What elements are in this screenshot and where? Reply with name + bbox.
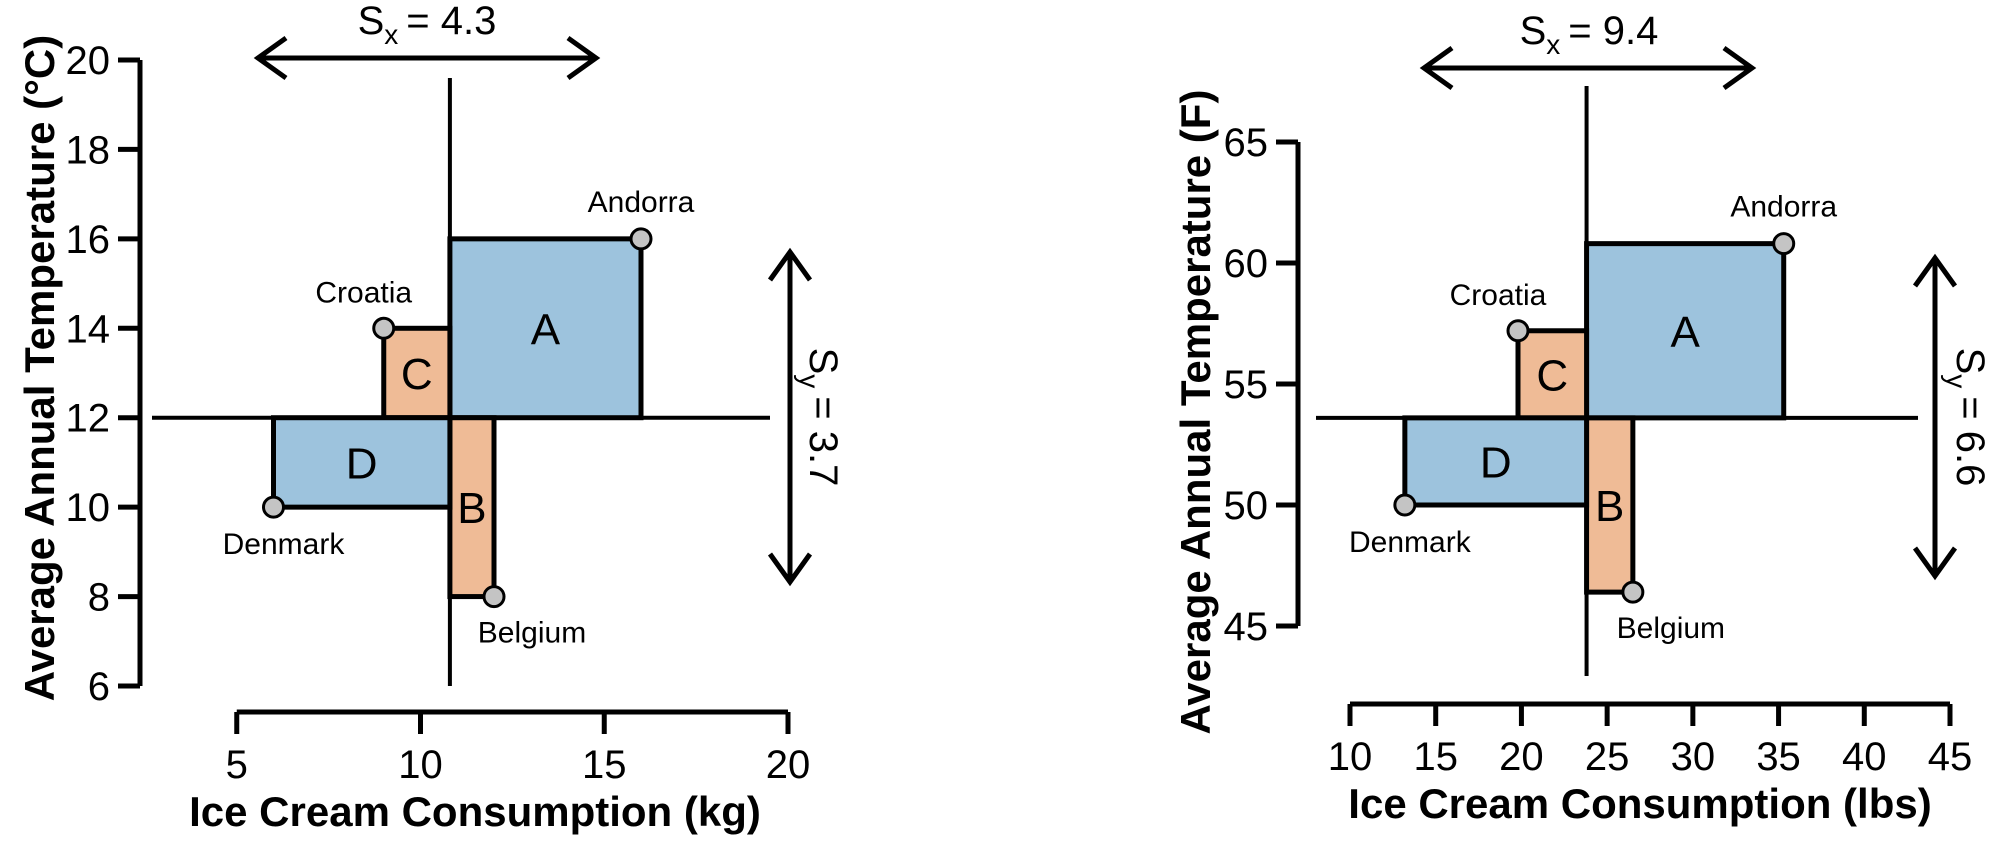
y-tick-label: 55 xyxy=(1224,363,1269,407)
y-tick-label: 60 xyxy=(1224,242,1269,286)
y-tick-label: 65 xyxy=(1224,121,1269,165)
sy-label: Sy = 6.6 xyxy=(1941,348,1992,487)
data-point-belgium xyxy=(482,585,506,609)
x-tick-label: 5 xyxy=(226,743,248,787)
point-label-denmark: Denmark xyxy=(1349,526,1472,559)
point-label-andorra: Andorra xyxy=(1730,191,1837,224)
x-tick-label: 20 xyxy=(1499,735,1544,779)
x-tick-label: 40 xyxy=(1842,735,1887,779)
x-axis-title: Ice Cream Consumption (lbs) xyxy=(1348,780,1931,827)
x-tick-label: 30 xyxy=(1671,735,1716,779)
sy-symbol: S xyxy=(801,348,845,375)
y-tick-label: 6 xyxy=(88,665,110,709)
sx-value: = 9.4 xyxy=(1568,9,1658,53)
sy-value: = 3.7 xyxy=(801,396,845,486)
data-point-belgium xyxy=(1621,580,1645,604)
sy-value: = 6.6 xyxy=(1948,396,1992,486)
y-tick-label: 14 xyxy=(66,307,111,351)
x-tick-label: 25 xyxy=(1585,735,1630,779)
rectangle-c xyxy=(1515,328,1590,421)
y-tick-label: 50 xyxy=(1224,484,1269,528)
x-tick-label: 15 xyxy=(582,743,627,787)
x-axis-title: Ice Cream Consumption (kg) xyxy=(189,788,761,835)
sx-subscript: x xyxy=(384,19,398,50)
point-label-denmark: Denmark xyxy=(223,528,346,561)
x-tick-label: 20 xyxy=(766,743,811,787)
sx-label: Sx = 9.4 xyxy=(1520,9,1659,60)
y-tick-label: 20 xyxy=(66,39,111,83)
sx-symbol: S xyxy=(358,0,385,43)
point-label-andorra: Andorra xyxy=(588,186,695,219)
rectangle-label-b: B xyxy=(1595,482,1624,531)
data-point-andorra xyxy=(629,227,653,251)
data-point-denmark xyxy=(262,495,285,519)
x-tick-label: 35 xyxy=(1756,735,1801,779)
y-tick-label: 10 xyxy=(66,486,111,530)
sx-label: Sx = 4.3 xyxy=(358,0,497,50)
data-point-andorra xyxy=(1772,232,1796,256)
rectangle-label-a: A xyxy=(531,305,561,354)
sy-symbol: S xyxy=(1948,348,1992,375)
rectangle-label-b: B xyxy=(457,484,486,533)
sx-value: = 4.3 xyxy=(406,0,496,43)
data-point-denmark xyxy=(1393,493,1417,517)
sy-arrow-head-top xyxy=(1912,253,1958,288)
sy-subscript: y xyxy=(794,374,825,388)
sx-arrow-head-right xyxy=(566,35,601,81)
y-tick-label: 45 xyxy=(1224,605,1269,649)
y-tick-label: 12 xyxy=(66,397,111,441)
x-tick-label: 15 xyxy=(1413,735,1458,779)
y-axis-title: Average Annual Temperature (°C) xyxy=(16,35,63,701)
y-tick-label: 16 xyxy=(66,218,111,262)
rectangle-label-d: D xyxy=(1480,438,1512,487)
y-tick-label: 8 xyxy=(88,576,110,620)
y-tick-label: 18 xyxy=(66,128,111,172)
y-axis-title: Average Annual Temperature (F) xyxy=(1172,90,1219,735)
point-label-belgium: Belgium xyxy=(478,617,586,650)
sx-arrow-head-right xyxy=(1722,45,1757,91)
x-tick-label: 10 xyxy=(1328,735,1373,779)
sy-label: Sy = 3.7 xyxy=(794,348,845,487)
data-point-croatia xyxy=(372,316,396,340)
rectangle-label-d: D xyxy=(346,439,378,488)
sy-arrow-head-top xyxy=(767,247,813,282)
point-label-croatia: Croatia xyxy=(1450,279,1547,312)
data-point-croatia xyxy=(1506,319,1530,343)
sy-subscript: y xyxy=(1941,374,1972,388)
rectangle-label-c: C xyxy=(1536,351,1568,400)
x-tick-label: 45 xyxy=(1928,735,1973,779)
rectangle-label-a: A xyxy=(1670,308,1700,357)
point-label-belgium: Belgium xyxy=(1617,612,1725,645)
sy-arrow-head-bottom xyxy=(767,552,813,587)
point-label-croatia: Croatia xyxy=(315,276,412,309)
sx-subscript: x xyxy=(1546,29,1560,60)
sy-arrow-head-bottom xyxy=(1912,546,1958,581)
sx-arrow-head-left xyxy=(253,35,288,81)
rectangle-label-c: C xyxy=(401,350,433,399)
x-tick-label: 10 xyxy=(398,743,443,787)
sx-symbol: S xyxy=(1520,9,1547,53)
sx-arrow-head-left xyxy=(1419,45,1454,91)
